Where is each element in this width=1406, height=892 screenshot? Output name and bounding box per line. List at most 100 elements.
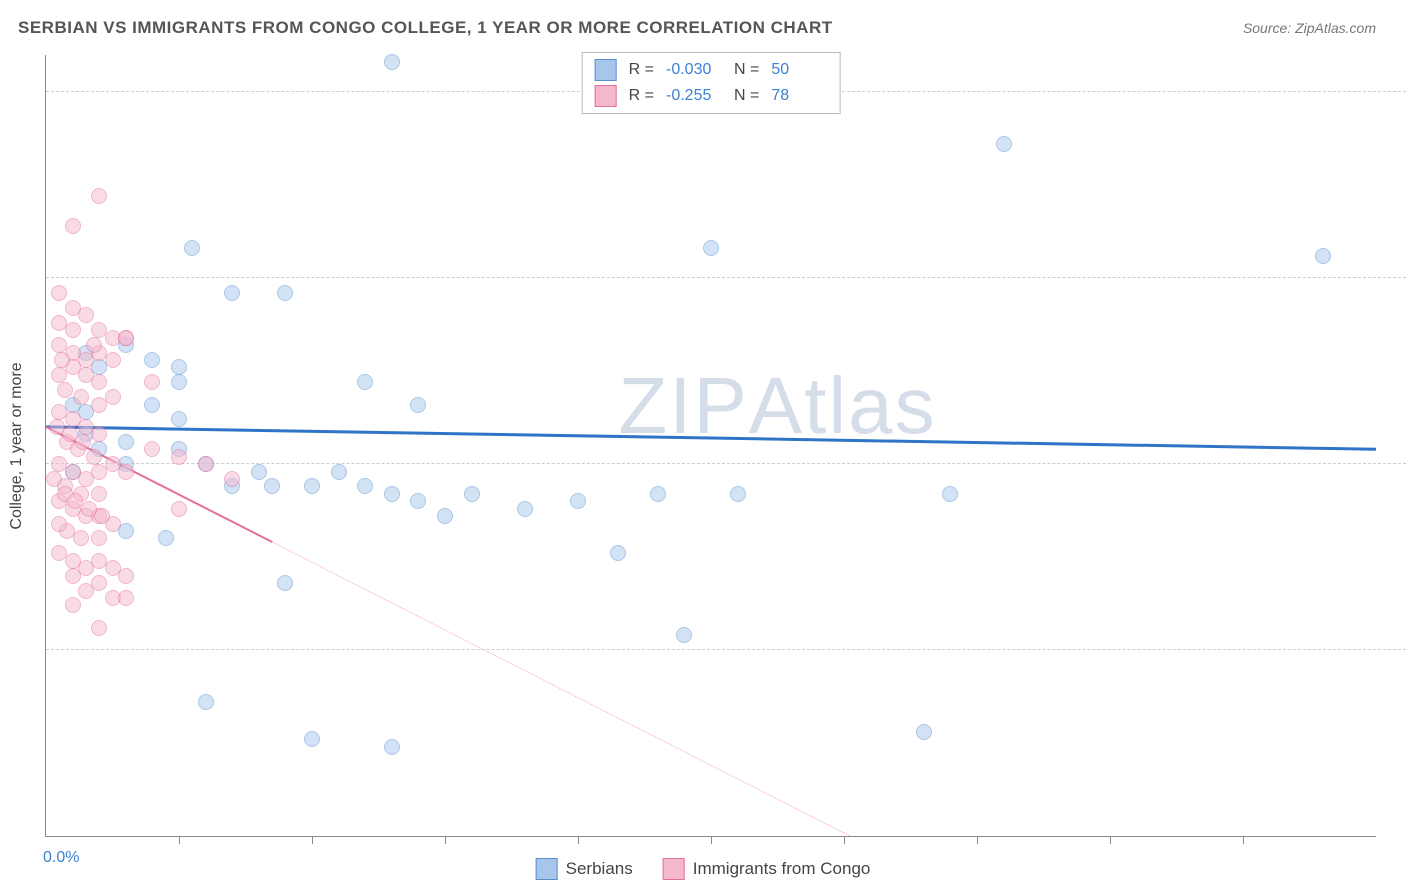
data-point-congo (54, 352, 70, 368)
data-point-serbians (264, 478, 280, 494)
data-point-congo (91, 530, 107, 546)
y-axis-label: College, 1 year or more (8, 362, 26, 529)
legend-label: Serbians (566, 859, 633, 879)
r-value: -0.255 (666, 87, 722, 105)
data-point-serbians (184, 240, 200, 256)
data-point-serbians (357, 374, 373, 390)
data-point-serbians (610, 545, 626, 561)
data-point-serbians (171, 359, 187, 375)
x-tick (977, 836, 978, 844)
gridline (46, 649, 1406, 650)
data-point-serbians (158, 530, 174, 546)
data-point-serbians (410, 493, 426, 509)
data-point-serbians (384, 739, 400, 755)
chart-area: ZIPAtlas R =-0.030N =50R =-0.255N =78 25… (45, 55, 1376, 837)
data-point-serbians (171, 374, 187, 390)
r-label: R = (629, 87, 654, 105)
x-tick (1110, 836, 1111, 844)
x-tick (179, 836, 180, 844)
legend-item-serbians: Serbians (536, 858, 633, 880)
data-point-serbians (198, 694, 214, 710)
swatch-congo (595, 85, 617, 107)
data-point-serbians (410, 397, 426, 413)
data-point-serbians (517, 501, 533, 517)
data-point-congo (144, 374, 160, 390)
data-point-serbians (464, 486, 480, 502)
n-value: 50 (771, 61, 827, 79)
data-point-serbians (942, 486, 958, 502)
source-credit: Source: ZipAtlas.com (1243, 20, 1376, 36)
x-tick (578, 836, 579, 844)
swatch-congo (663, 858, 685, 880)
data-point-serbians (384, 486, 400, 502)
data-point-congo (105, 352, 121, 368)
data-point-serbians (1315, 248, 1331, 264)
gridline (46, 463, 1406, 464)
data-point-congo (75, 434, 91, 450)
data-point-congo (91, 188, 107, 204)
data-point-congo (94, 508, 110, 524)
data-point-serbians (996, 136, 1012, 152)
data-point-congo (65, 218, 81, 234)
data-point-congo (118, 568, 134, 584)
data-point-congo (78, 583, 94, 599)
data-point-serbians (144, 352, 160, 368)
data-point-congo (86, 337, 102, 353)
data-point-serbians (171, 411, 187, 427)
legend-label: Immigrants from Congo (693, 859, 871, 879)
data-point-congo (65, 322, 81, 338)
data-point-congo (91, 426, 107, 442)
data-point-serbians (650, 486, 666, 502)
data-point-congo (224, 471, 240, 487)
x-tick (844, 836, 845, 844)
data-point-serbians (277, 285, 293, 301)
data-point-serbians (357, 478, 373, 494)
stats-row-congo: R =-0.255N =78 (595, 83, 828, 109)
data-point-congo (51, 516, 67, 532)
data-point-serbians (224, 285, 240, 301)
data-point-serbians (144, 397, 160, 413)
data-point-congo (118, 464, 134, 480)
data-point-serbians (730, 486, 746, 502)
trend-lines (46, 55, 1376, 836)
data-point-congo (86, 449, 102, 465)
data-point-serbians (916, 724, 932, 740)
data-point-congo (73, 389, 89, 405)
data-point-congo (171, 501, 187, 517)
swatch-serbians (536, 858, 558, 880)
data-point-serbians (304, 478, 320, 494)
data-point-congo (91, 374, 107, 390)
data-point-congo (51, 285, 67, 301)
data-point-serbians (251, 464, 267, 480)
x-tick (711, 836, 712, 844)
data-point-congo (91, 486, 107, 502)
data-point-serbians (331, 464, 347, 480)
data-point-serbians (703, 240, 719, 256)
data-point-serbians (570, 493, 586, 509)
plot-region: ZIPAtlas R =-0.030N =50R =-0.255N =78 25… (45, 55, 1376, 837)
x-tick (312, 836, 313, 844)
data-point-serbians (118, 434, 134, 450)
data-point-congo (65, 568, 81, 584)
x-tick (445, 836, 446, 844)
data-point-congo (73, 530, 89, 546)
watermark: ZIPAtlas (618, 360, 936, 452)
data-point-congo (57, 382, 73, 398)
stats-row-serbians: R =-0.030N =50 (595, 57, 828, 83)
data-point-congo (198, 456, 214, 472)
gridline (46, 277, 1406, 278)
data-point-serbians (676, 627, 692, 643)
data-point-serbians (437, 508, 453, 524)
data-point-serbians (304, 731, 320, 747)
chart-title: SERBIAN VS IMMIGRANTS FROM CONGO COLLEGE… (18, 18, 833, 38)
legend-item-congo: Immigrants from Congo (663, 858, 871, 880)
data-point-congo (78, 307, 94, 323)
x-tick (1243, 836, 1244, 844)
data-point-congo (65, 597, 81, 613)
data-point-congo (91, 620, 107, 636)
x-origin-label: 0.0% (43, 849, 79, 867)
swatch-serbians (595, 59, 617, 81)
data-point-congo (171, 449, 187, 465)
data-point-serbians (384, 54, 400, 70)
data-point-congo (118, 590, 134, 606)
